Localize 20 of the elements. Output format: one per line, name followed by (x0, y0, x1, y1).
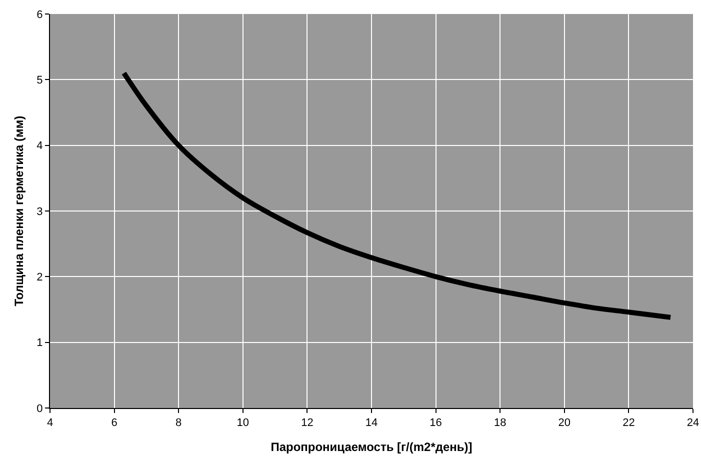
y-tick-label: 0 (36, 402, 43, 415)
x-tick-label: 22 (622, 417, 635, 430)
x-tick-label: 16 (430, 417, 442, 430)
x-tick-label: 18 (494, 417, 506, 430)
y-tick-label: 1 (36, 337, 43, 350)
y-tick-label: 4 (36, 140, 43, 152)
y-tick-label: 2 (36, 272, 43, 284)
y-axis-title: Толщина пленки герметика (мм) (12, 116, 26, 306)
x-tick-label: 8 (176, 417, 182, 430)
x-tick-label: 6 (111, 417, 118, 430)
x-tick-label: 10 (236, 417, 250, 430)
x-tick-label: 4 (46, 417, 54, 430)
x-tick-label: 14 (365, 417, 378, 430)
x-tick-label: 20 (558, 417, 571, 430)
x-tick-label: 24 (686, 417, 700, 430)
y-tick-label: 6 (36, 8, 43, 21)
y-tick-label: 3 (36, 206, 43, 218)
x-tick-label: 12 (301, 417, 314, 430)
x-axis-title: Паропроницаемость [г/(m2*день)] (270, 440, 472, 454)
y-tick-label: 5 (36, 74, 43, 87)
